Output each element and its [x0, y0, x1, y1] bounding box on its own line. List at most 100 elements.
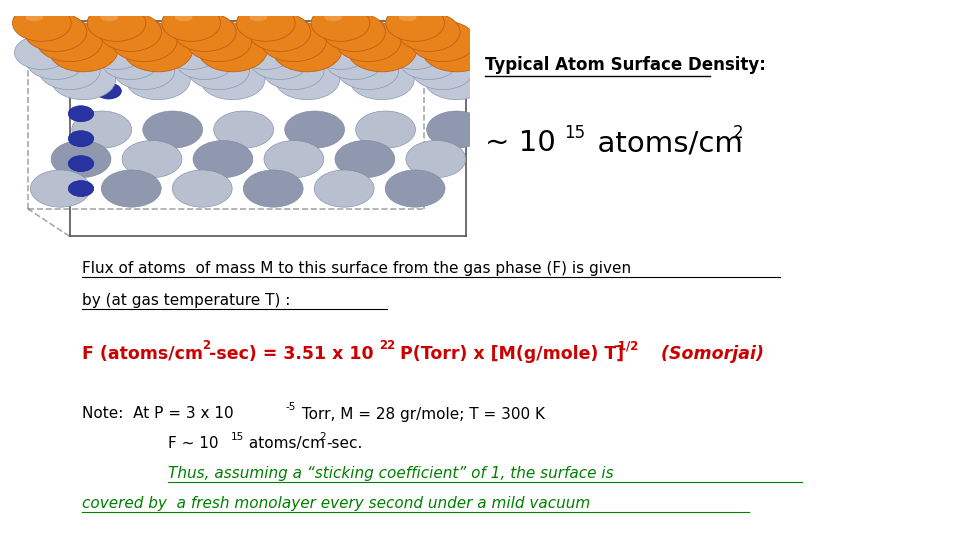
Ellipse shape [102, 170, 161, 207]
Ellipse shape [52, 31, 71, 39]
Ellipse shape [31, 170, 90, 207]
Ellipse shape [424, 31, 444, 39]
Ellipse shape [193, 140, 252, 178]
Text: 2: 2 [203, 339, 210, 353]
Ellipse shape [51, 60, 115, 100]
Ellipse shape [426, 111, 487, 148]
Ellipse shape [236, 5, 295, 42]
Ellipse shape [324, 14, 342, 21]
Ellipse shape [288, 39, 309, 48]
Ellipse shape [397, 12, 460, 51]
Ellipse shape [386, 5, 444, 42]
Ellipse shape [273, 29, 342, 72]
Ellipse shape [198, 29, 267, 72]
Ellipse shape [122, 140, 182, 178]
Ellipse shape [410, 21, 475, 62]
Ellipse shape [313, 36, 368, 70]
Text: atoms/cm: atoms/cm [579, 129, 743, 157]
Text: Thus, assuming a “sticking coefficient” of 1, the surface is: Thus, assuming a “sticking coefficient” … [168, 466, 613, 481]
Ellipse shape [36, 21, 103, 62]
Ellipse shape [64, 39, 85, 48]
Ellipse shape [174, 12, 236, 51]
Ellipse shape [250, 14, 267, 21]
Ellipse shape [38, 52, 100, 90]
Ellipse shape [412, 22, 430, 30]
Ellipse shape [314, 170, 374, 207]
Ellipse shape [285, 111, 345, 148]
Ellipse shape [275, 60, 340, 100]
Ellipse shape [27, 44, 84, 79]
Ellipse shape [260, 21, 326, 62]
Ellipse shape [126, 60, 190, 100]
Ellipse shape [262, 22, 281, 30]
Text: 2: 2 [320, 432, 326, 442]
Ellipse shape [201, 60, 265, 100]
Ellipse shape [311, 5, 370, 42]
Ellipse shape [68, 131, 94, 146]
Ellipse shape [87, 5, 146, 42]
Ellipse shape [72, 111, 132, 148]
Ellipse shape [188, 52, 250, 90]
Ellipse shape [68, 106, 94, 122]
Ellipse shape [399, 14, 417, 21]
Ellipse shape [38, 22, 58, 30]
Text: Note:  At P = 3 x 10: Note: At P = 3 x 10 [82, 407, 233, 422]
Ellipse shape [101, 14, 118, 21]
Ellipse shape [412, 52, 473, 90]
Ellipse shape [363, 39, 384, 48]
Text: F ~ 10: F ~ 10 [168, 436, 219, 451]
Ellipse shape [68, 180, 94, 197]
Ellipse shape [26, 14, 43, 21]
Text: covered by  a fresh monolayer every second under a mild vacuum: covered by a fresh monolayer every secon… [82, 496, 589, 511]
Text: F (atoms/cm: F (atoms/cm [82, 345, 203, 363]
Ellipse shape [238, 36, 293, 70]
Ellipse shape [388, 36, 443, 70]
Ellipse shape [68, 81, 94, 97]
Ellipse shape [124, 29, 193, 72]
Ellipse shape [214, 39, 234, 48]
Text: 22: 22 [379, 339, 396, 353]
Ellipse shape [422, 29, 492, 72]
Text: Typical Atom Surface Density:: Typical Atom Surface Density: [485, 56, 766, 74]
Ellipse shape [126, 31, 146, 39]
Text: -sec) = 3.51 x 10: -sec) = 3.51 x 10 [209, 345, 373, 363]
Ellipse shape [96, 83, 121, 99]
Ellipse shape [251, 44, 309, 79]
Text: -1/2: -1/2 [613, 339, 638, 353]
Ellipse shape [99, 12, 161, 51]
Ellipse shape [89, 36, 144, 70]
Ellipse shape [113, 52, 175, 90]
Ellipse shape [176, 44, 234, 79]
Text: (Somorjai): (Somorjai) [643, 345, 764, 363]
Text: ~ 10: ~ 10 [485, 129, 556, 157]
Ellipse shape [337, 22, 356, 30]
Ellipse shape [249, 12, 311, 51]
Ellipse shape [12, 5, 71, 42]
Ellipse shape [335, 21, 401, 62]
Ellipse shape [264, 140, 324, 178]
Text: P(Torr) x [M(g/mole) T]: P(Torr) x [M(g/mole) T] [394, 345, 624, 363]
Ellipse shape [355, 111, 416, 148]
Text: atoms/cm: atoms/cm [244, 436, 324, 451]
Ellipse shape [438, 39, 458, 48]
Ellipse shape [49, 29, 118, 72]
Ellipse shape [424, 60, 489, 100]
Ellipse shape [338, 52, 398, 90]
Text: by (at gas temperature T) :: by (at gas temperature T) : [82, 293, 290, 308]
Ellipse shape [111, 21, 177, 62]
Ellipse shape [68, 156, 94, 172]
Ellipse shape [406, 140, 466, 178]
Ellipse shape [51, 140, 111, 178]
Text: -5: -5 [285, 402, 296, 413]
Text: Torr, M = 28 gr/mole; T = 300 K: Torr, M = 28 gr/mole; T = 300 K [297, 407, 544, 422]
Ellipse shape [188, 22, 206, 30]
Text: Flux of atoms  of mass M to this surface from the gas phase (F) is given: Flux of atoms of mass M to this surface … [82, 261, 631, 276]
Ellipse shape [68, 53, 94, 70]
Ellipse shape [14, 36, 69, 70]
Ellipse shape [349, 60, 414, 100]
Ellipse shape [350, 31, 370, 39]
Ellipse shape [102, 44, 159, 79]
Ellipse shape [143, 111, 203, 148]
Ellipse shape [324, 12, 385, 51]
Ellipse shape [335, 140, 395, 178]
